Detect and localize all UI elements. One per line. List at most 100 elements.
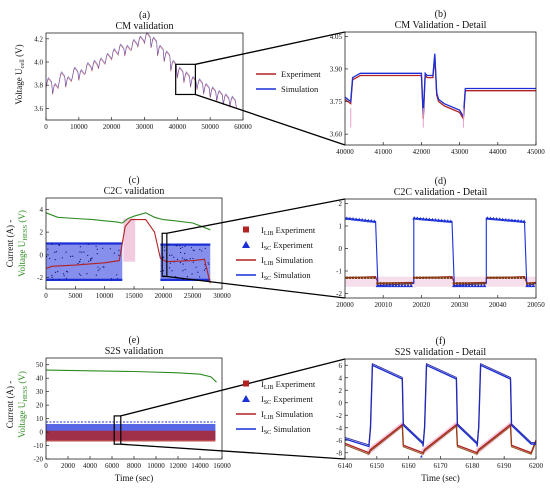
i-sc-experiment-marker (403, 283, 407, 288)
x-tick-label: 20000 (103, 123, 121, 131)
sc-scatter-point (110, 278, 113, 280)
sc-scatter-point (86, 273, 88, 275)
sc-scatter-point (186, 258, 188, 261)
sc-scatter-point (171, 254, 173, 256)
i-sc-experiment-marker (531, 283, 536, 288)
panel-label: (c) (128, 175, 139, 186)
x-tick-label: 20010 (374, 301, 392, 309)
x-tick-label: 6150 (370, 462, 385, 470)
sc-scatter-point (183, 278, 185, 281)
sc-scatter-point (203, 269, 206, 271)
sc-scatter-point (79, 251, 81, 253)
x-tick-label: 20000 (336, 301, 354, 309)
x-tick-label: 6140 (338, 462, 353, 470)
i-sc-experiment-marker (452, 283, 456, 288)
panel-title: C2C validation - Detail (394, 187, 488, 198)
i-sc-experiment-marker (433, 218, 438, 222)
panel-title: CM validation (115, 21, 173, 32)
i-lib-experiment-marker (391, 282, 394, 285)
sc-scatter-point (88, 260, 90, 262)
i-sc-experiment-marker (348, 216, 352, 221)
x-tick-label: 15000 (125, 292, 143, 300)
i-sc-experiment-marker (421, 216, 426, 221)
i-lib-experiment-marker (376, 282, 379, 285)
sc-scatter-point (182, 270, 184, 272)
zoom-connector (166, 198, 346, 234)
i-lib-experiment-marker (474, 282, 477, 285)
sc-scatter-point (192, 257, 194, 260)
i-sc-experiment-marker (528, 283, 533, 288)
panel-a: 0 10000 20000 30000 40000 50000 60000 3.6 3.8 4.0… (14, 10, 346, 146)
y-tick-label: -10 (34, 442, 44, 450)
y-tick-label: -2 (336, 290, 342, 298)
i-sc-experiment-marker (424, 217, 429, 221)
sc-scatter-point (176, 258, 179, 260)
panel-label: (a) (139, 10, 150, 21)
y-tick-label: 40 (36, 375, 44, 383)
zoom-connector (195, 31, 346, 65)
y-tick-label: 4 (339, 374, 343, 382)
i-sc-experiment-marker (525, 283, 530, 288)
sc-scatter-point (164, 249, 166, 251)
legend-label: ILIB Experiment (261, 379, 316, 391)
y-tick-label: 2 (40, 229, 44, 237)
i-sc-experiment-marker (400, 283, 404, 288)
sc-scatter-point (97, 266, 99, 268)
i-lib-experiment-marker (406, 282, 410, 285)
i-lib-experiment-marker (461, 282, 465, 285)
x-tick-label: 44000 (489, 148, 507, 156)
i-sc-experiment-marker (482, 283, 487, 288)
sc-scatter-point (199, 276, 201, 278)
sc-scatter-point (51, 276, 53, 278)
sc-scatter-point (61, 257, 64, 259)
x-tick-label: 0 (44, 292, 48, 300)
i-lib-experiment-marker (428, 276, 431, 279)
x-tick-label: 10000 (147, 462, 165, 470)
sc-scatter-point (183, 252, 186, 255)
x-tick-label: 40000 (169, 123, 187, 131)
sc-scatter-point (79, 246, 81, 248)
i-lib-experiment-marker (351, 276, 355, 279)
sc-scatter-point (80, 274, 82, 276)
i-sc-experiment-marker (494, 217, 499, 221)
i-sc-experiment-marker (504, 217, 508, 222)
sc-scatter-point (58, 278, 60, 280)
y-tick-label: 4.0 (34, 59, 43, 67)
sc-scatter-point (102, 266, 104, 268)
sc-scatter-point (78, 273, 81, 275)
sc-scatter-point (208, 263, 210, 265)
sc-scatter-point (102, 247, 104, 249)
zoom-box (113, 415, 122, 445)
sc-scatter-point (117, 278, 119, 280)
sc-scatter-point (90, 259, 92, 262)
i-lib-experiment-marker (480, 282, 483, 285)
i-lib-experiment-marker (471, 282, 474, 285)
y-tick-label: 3.75 (330, 98, 343, 106)
i-lib-experiment-marker (345, 276, 349, 279)
sc-scatter-point (162, 270, 165, 272)
sc-scatter-point (47, 248, 49, 250)
i-lib-experiment-marker (403, 282, 407, 285)
x-tick-label: 6200 (529, 462, 544, 470)
series-line-u_hess (45, 369, 217, 383)
i-sc-experiment-marker (436, 218, 441, 222)
panel-label: (d) (435, 176, 447, 187)
i-sc-experiment-marker (522, 219, 526, 223)
i-lib-experiment-marker (419, 276, 422, 279)
i-sc-experiment-marker (384, 283, 389, 288)
i-sc-experiment-marker (363, 218, 368, 222)
i-lib-experiment-marker (440, 276, 443, 279)
i-lib-experiment-marker (495, 276, 498, 279)
i-lib-experiment-marker (400, 282, 404, 285)
i-sc-experiment-marker (467, 283, 471, 288)
x-axis-label: Time (sec) (421, 473, 459, 483)
i-sc-experiment-marker (507, 218, 511, 222)
i-sc-experiment-marker (430, 217, 435, 222)
y-tick-label: -4 (336, 424, 342, 432)
panel-e: 0 2000 4000 6000 8000 10000 12000 14000 16000-20… (5, 335, 346, 483)
y-axis-label: Current (A) - (5, 220, 15, 267)
legend-label: ISC Experiment (261, 394, 314, 406)
i-sc-experiment-marker (420, 455, 423, 458)
series-line-i-sc-simulation (344, 363, 536, 446)
i-sc-experiment-marker (427, 217, 432, 222)
